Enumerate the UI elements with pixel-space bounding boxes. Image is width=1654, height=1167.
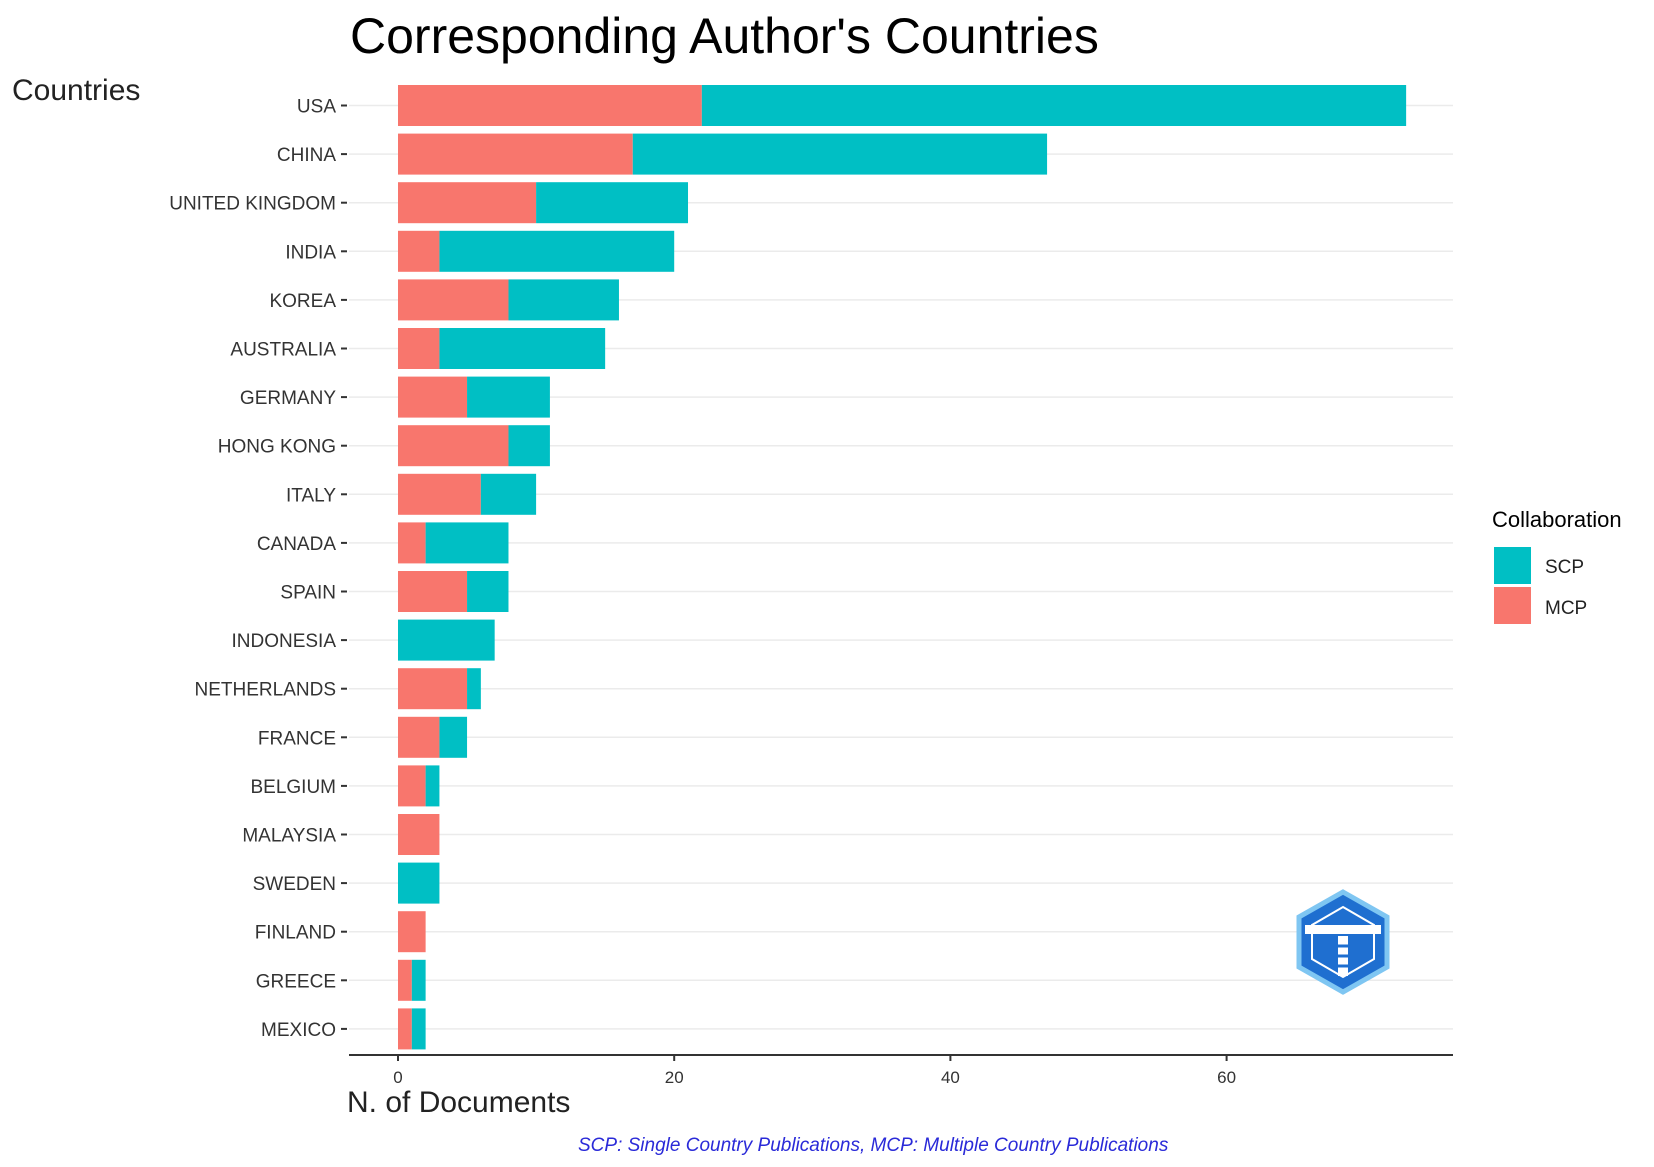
y-tick-label: GERMANY — [240, 388, 336, 409]
bar-scp-greece — [411, 959, 426, 1001]
x-tick-label: 20 — [665, 1068, 684, 1087]
bar-scp-korea — [508, 279, 619, 321]
y-tick-label: MALAYSIA — [242, 826, 336, 847]
x-tick-label: 40 — [941, 1068, 960, 1087]
bar-mcp-italy — [398, 473, 481, 515]
bar-mcp-germany — [398, 376, 468, 418]
y-axis-label: Countries — [12, 74, 140, 107]
x-tick-label: 60 — [1217, 1068, 1236, 1087]
bar-mcp-spain — [398, 571, 468, 612]
y-axis-ticks: USA CHINA UNITED KINGDOM INDIA KOREA AUSTRALI… — [169, 97, 347, 1041]
bar-mcp-korea — [398, 279, 509, 321]
bar-mcp-hong-kong — [398, 425, 509, 467]
bar-mcp-united-kingdom — [398, 182, 537, 224]
bar-mcp-mexico — [398, 1008, 412, 1050]
legend-label-mcp: MCP — [1545, 598, 1587, 619]
y-tick-label: FRANCE — [258, 728, 336, 749]
bar-scp-canada — [425, 522, 509, 564]
y-tick-label: GREECE — [256, 971, 336, 992]
bar-scp-sweden — [398, 862, 440, 904]
bar-scp-australia — [439, 328, 606, 369]
bar-mcp-france — [398, 716, 440, 758]
x-axis-label: N. of Documents — [347, 1086, 570, 1119]
bar-mcp-australia — [398, 328, 440, 369]
bar-mcp-malaysia — [398, 814, 440, 855]
bar-scp-indonesia — [398, 619, 495, 661]
bar-scp-united-kingdom — [536, 182, 689, 224]
bar-scp-china — [632, 133, 1048, 175]
bar-scp-mexico — [411, 1008, 426, 1050]
y-tick-label: KOREA — [269, 291, 336, 312]
y-tick-label: UNITED KINGDOM — [169, 194, 336, 215]
legend-label-scp: SCP — [1545, 557, 1584, 578]
y-tick-label: SWEDEN — [253, 874, 336, 895]
y-tick-label: MEXICO — [261, 1020, 336, 1041]
bar-mcp-canada — [398, 522, 426, 564]
x-tick-label: 0 — [393, 1068, 402, 1087]
y-tick-label: SPAIN — [280, 583, 336, 604]
legend-title: Collaboration — [1492, 507, 1622, 532]
x-axis-ticks: 0 20 40 60 — [393, 1055, 1236, 1087]
y-tick-label: HONG KONG — [218, 437, 336, 458]
y-tick-label: CANADA — [257, 534, 337, 555]
bars — [398, 85, 1407, 1050]
bar-scp-italy — [480, 473, 537, 515]
bar-scp-germany — [467, 376, 550, 418]
bar-mcp-china — [398, 133, 633, 175]
bar-scp-india — [439, 230, 675, 272]
bar-mcp-netherlands — [398, 668, 468, 710]
y-tick-label: NETHERLANDS — [195, 680, 336, 701]
y-tick-label: INDIA — [285, 242, 336, 263]
bar-scp-belgium — [425, 765, 440, 807]
y-tick-label: FINLAND — [255, 923, 336, 944]
legend-swatch-mcp — [1494, 587, 1531, 624]
legend: Collaboration SCP MCP — [1492, 507, 1622, 624]
y-tick-label: BELGIUM — [250, 777, 336, 798]
bibliometrix-logo-icon — [1296, 889, 1390, 995]
chart-title: Corresponding Author's Countries — [350, 8, 1099, 64]
bar-mcp-belgium — [398, 765, 426, 807]
bar-scp-hong-kong — [508, 425, 550, 467]
bar-mcp-greece — [398, 959, 412, 1001]
y-tick-label: CHINA — [277, 145, 336, 166]
bar-scp-spain — [467, 571, 509, 612]
bar-mcp-india — [398, 230, 440, 272]
bar-scp-usa — [701, 85, 1407, 126]
bar-scp-france — [439, 716, 468, 758]
y-tick-label: INDONESIA — [231, 631, 336, 652]
y-tick-label: AUSTRALIA — [230, 340, 336, 361]
legend-swatch-scp — [1494, 547, 1531, 584]
y-tick-label: USA — [297, 97, 336, 118]
y-tick-label: ITALY — [286, 485, 336, 506]
bar-mcp-finland — [398, 911, 426, 953]
bar-scp-netherlands — [467, 668, 481, 710]
bar-mcp-usa — [398, 85, 702, 126]
caption: SCP: Single Country Publications, MCP: M… — [578, 1135, 1169, 1156]
